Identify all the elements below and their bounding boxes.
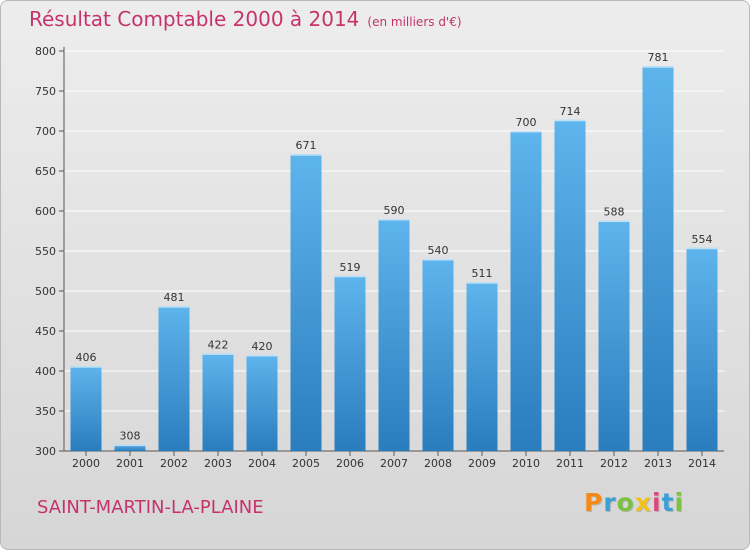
value-label-2001: 308: [120, 430, 141, 443]
bar-highlight: [598, 220, 630, 223]
bars: [70, 66, 718, 452]
x-tick-label-2008: 2008: [424, 457, 452, 470]
bar-highlight: [334, 275, 366, 278]
logo-letter: x: [634, 488, 652, 517]
x-tick-label-2010: 2010: [512, 457, 540, 470]
y-tick-label: 450: [35, 325, 56, 338]
value-label-2000: 406: [76, 351, 97, 364]
bar-2007: [378, 219, 410, 451]
value-label-2009: 511: [472, 267, 493, 280]
value-label-2005: 671: [296, 139, 317, 152]
bar-highlight: [686, 247, 718, 250]
bar-2012: [598, 220, 630, 451]
commune-name: SAINT-MARTIN-LA-PLAINE: [37, 497, 264, 518]
y-tick-label: 300: [35, 445, 56, 458]
bar-highlight: [158, 306, 190, 308]
x-tick-label-2000: 2000: [72, 457, 100, 470]
bar-2011: [554, 119, 586, 452]
y-tick-label: 750: [35, 85, 56, 98]
labels: 300 350 400 450 500 550 600 650 700 750 800 406 2000…: [35, 45, 716, 470]
bar-2002: [158, 306, 190, 451]
bar-2006: [334, 275, 366, 451]
bar-highlight: [554, 119, 586, 122]
logo-letter: i: [652, 488, 662, 517]
x-tick-label-2014: 2014: [688, 457, 716, 470]
bar-highlight: [642, 66, 674, 68]
bar-2003: [202, 353, 234, 451]
x-tick-label-2009: 2009: [468, 457, 496, 470]
bar-2005: [290, 154, 322, 451]
logo-letter: t: [661, 488, 675, 517]
value-label-2014: 554: [692, 233, 713, 246]
bar-2008: [422, 259, 454, 451]
y-tick-label: 700: [35, 125, 56, 138]
logo-letter: i: [674, 488, 685, 517]
bar-2001: [114, 444, 146, 451]
x-tick-label-2013: 2013: [644, 457, 672, 470]
chart-title-text: Résultat Comptable 2000 à 2014: [29, 7, 360, 31]
logo-letter: o: [616, 488, 635, 517]
value-label-2008: 540: [428, 244, 449, 257]
x-tick-label-2001: 2001: [116, 457, 144, 470]
bar-highlight: [422, 259, 454, 261]
y-tick-label: 400: [35, 365, 56, 378]
value-label-2007: 590: [384, 204, 405, 217]
value-label-2002: 481: [164, 291, 185, 304]
x-tick-label-2006: 2006: [336, 457, 364, 470]
bar-highlight: [114, 444, 146, 447]
bar-highlight: [378, 219, 410, 221]
bar-2014: [686, 247, 718, 451]
x-tick-label-2003: 2003: [204, 457, 232, 470]
bar-highlight: [70, 366, 102, 368]
x-tick-label-2005: 2005: [292, 457, 320, 470]
value-label-2004: 420: [252, 340, 273, 353]
bar-highlight: [510, 131, 542, 133]
y-tick-label: 800: [35, 45, 56, 58]
x-tick-label-2012: 2012: [600, 457, 628, 470]
chart-title: Résultat Comptable 2000 à 2014 (en millie…: [29, 7, 462, 31]
bar-highlight: [290, 154, 322, 156]
bar-2009: [466, 282, 498, 451]
value-label-2010: 700: [516, 116, 537, 129]
value-label-2011: 714: [560, 105, 581, 118]
bar-highlight: [202, 353, 234, 355]
bar-highlight: [466, 282, 498, 284]
value-label-2013: 781: [648, 51, 669, 64]
y-tick-label: 350: [35, 405, 56, 418]
bar-2010: [510, 131, 542, 451]
y-tick-label: 650: [35, 165, 56, 178]
y-tick-label: 550: [35, 245, 56, 258]
y-tick-label: 500: [35, 285, 56, 298]
bar-2013: [642, 66, 674, 451]
x-tick-label-2004: 2004: [248, 457, 276, 470]
x-tick-label-2002: 2002: [160, 457, 188, 470]
value-label-2006: 519: [340, 261, 361, 274]
bar-highlight: [246, 355, 278, 357]
y-tick-label: 600: [35, 205, 56, 218]
proxiti-logo: Proxiti: [584, 488, 684, 517]
chart-subtitle: (en milliers d'€): [367, 15, 462, 29]
logo-letter: P: [584, 488, 604, 517]
bar-2004: [246, 355, 278, 451]
x-tick-label-2007: 2007: [380, 457, 408, 470]
logo-letter: r: [603, 488, 617, 517]
x-tick-label-2011: 2011: [556, 457, 584, 470]
bar-2000: [70, 366, 102, 451]
value-label-2003: 422: [208, 338, 229, 351]
value-label-2012: 588: [604, 206, 625, 219]
